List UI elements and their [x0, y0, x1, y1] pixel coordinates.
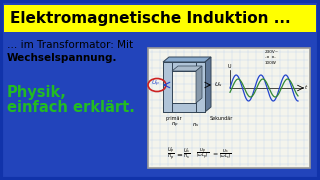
Bar	[163, 62, 172, 112]
Text: $n_p$: $n_p$	[171, 121, 179, 130]
Text: t: t	[305, 85, 307, 90]
Text: -o  o-: -o o-	[265, 55, 276, 59]
Polygon shape	[163, 57, 211, 62]
Bar	[163, 103, 205, 112]
Text: Wechselspannung.: Wechselspannung.	[7, 53, 117, 63]
Text: Physik,: Physik,	[7, 84, 67, 100]
Text: U: U	[228, 64, 231, 69]
Text: $=$: $=$	[175, 151, 183, 157]
Text: Elektromagnetische Induktion ...: Elektromagnetische Induktion ...	[10, 11, 291, 26]
Polygon shape	[196, 66, 202, 103]
Text: $\frac{U_p}{|\omega L_p|}$: $\frac{U_p}{|\omega L_p|}$	[196, 147, 210, 161]
Text: Sekundär: Sekundär	[210, 116, 233, 121]
Text: $\frac{U_p}{n_p}$: $\frac{U_p}{n_p}$	[167, 145, 175, 163]
Text: $U_s$: $U_s$	[214, 81, 223, 89]
Text: $\frac{U_s}{n_s}$: $\frac{U_s}{n_s}$	[183, 146, 191, 162]
Text: $n_s$: $n_s$	[192, 121, 200, 129]
Text: $U_p$: $U_p$	[151, 79, 161, 89]
Bar	[196, 62, 205, 112]
Text: 230V~: 230V~	[265, 50, 279, 54]
Text: 100W: 100W	[265, 61, 277, 65]
Polygon shape	[172, 66, 202, 71]
Bar	[163, 62, 205, 71]
Text: $=$: $=$	[211, 152, 219, 156]
Text: einfach erklärt.: einfach erklärt.	[7, 100, 135, 116]
Text: $\frac{U_s}{|\omega L_s|}$: $\frac{U_s}{|\omega L_s|}$	[219, 148, 231, 160]
Polygon shape	[205, 57, 211, 112]
Text: … im Transformator: Mit: … im Transformator: Mit	[7, 40, 133, 50]
Bar	[148, 48, 310, 168]
FancyBboxPatch shape	[4, 5, 316, 32]
Text: primär: primär	[166, 116, 183, 121]
